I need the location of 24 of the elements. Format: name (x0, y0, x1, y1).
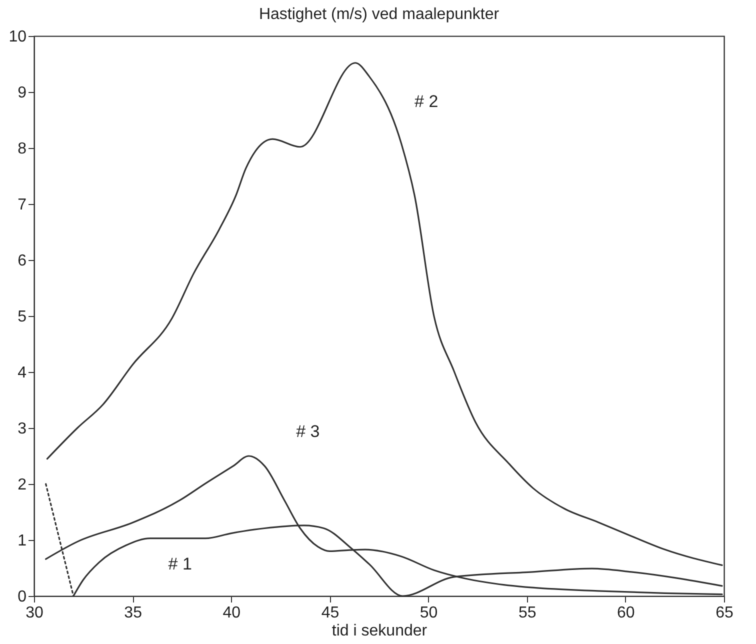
y-tick-label: 8 (18, 140, 27, 158)
y-tick-label: 7 (18, 196, 27, 214)
x-tick-label: 40 (222, 604, 241, 622)
y-tick-label: 0 (18, 588, 27, 606)
y-tick-label: 5 (18, 308, 27, 326)
y-tick-label: 2 (18, 476, 27, 494)
series-label: # 1 (168, 554, 192, 574)
x-tick-label: 30 (26, 604, 44, 622)
text: # 3 (296, 422, 320, 441)
x-tick-label: 65 (716, 604, 734, 622)
series-label: # 2 (414, 92, 438, 111)
x-axis-title: tid i sekunder (332, 622, 428, 640)
chart-title: Hastighet (m/s) ved maalepunkter (258, 6, 500, 23)
y-tick-label: 6 (18, 252, 27, 270)
y-tick-label: 1 (18, 532, 27, 550)
x-tick-label: 50 (420, 604, 438, 622)
y-tick-label: 4 (18, 364, 27, 382)
y-tick-label: 10 (8, 28, 27, 46)
x-tick-label: 45 (321, 604, 340, 622)
x-tick-label: 35 (124, 604, 142, 622)
y-tick-label: 3 (18, 420, 27, 438)
y-tick-label: 9 (18, 84, 27, 102)
x-tick-label: 55 (518, 604, 536, 622)
x-tick-label: 60 (617, 604, 635, 622)
